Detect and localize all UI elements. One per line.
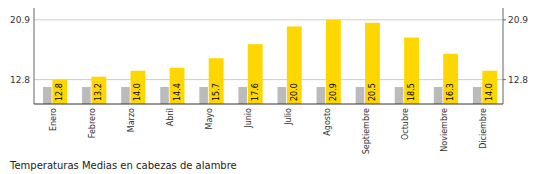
bar <box>82 87 91 104</box>
bar <box>287 26 302 104</box>
y2-tick-label: 20.9 <box>508 15 528 25</box>
y2-tick <box>503 79 506 80</box>
x-tick-label: Julio <box>284 108 293 126</box>
bar <box>277 87 286 104</box>
bar <box>482 71 497 104</box>
data-label: 13.2 <box>94 83 103 101</box>
bar <box>91 77 106 104</box>
x-tick-label: Mayo <box>205 108 214 130</box>
bar <box>395 87 404 104</box>
bar <box>473 87 482 104</box>
data-label: 14.0 <box>485 83 494 101</box>
data-label: 12.8 <box>55 83 64 101</box>
x-tick-label: Diciembre <box>479 108 488 149</box>
x-tick-label: Enero <box>49 108 58 131</box>
y2-axis-line <box>503 8 504 104</box>
x-tick-label: Junio <box>244 108 253 129</box>
bar <box>121 87 130 104</box>
bar <box>131 71 146 104</box>
bar <box>365 23 380 104</box>
y-axis-line <box>34 8 35 104</box>
bar <box>404 38 419 104</box>
bar <box>209 58 224 104</box>
chart: 12.8 13.2 14.0 14.4 15.7 17.6 20.0 20.9 20.5 18.5… <box>0 0 537 174</box>
bar <box>52 80 67 104</box>
x-tick-label: Agosto <box>323 108 332 136</box>
y2-tick <box>503 19 506 20</box>
y-tick-label: 12.8 <box>10 75 30 85</box>
x-tick-label: Febrero <box>88 108 97 138</box>
data-label: 15.7 <box>212 83 221 101</box>
bar <box>43 87 52 104</box>
bar <box>170 68 185 104</box>
y-tick-label: 20.9 <box>10 15 30 25</box>
bar <box>356 87 365 104</box>
title: Temperaturas Medias en cabezas de alambr… <box>9 160 237 171</box>
data-label: 20.5 <box>368 83 377 101</box>
x-tick-label: Octubre <box>401 108 410 140</box>
x-axis-line <box>34 104 503 105</box>
chart-container: 12.8 13.2 14.0 14.4 15.7 17.6 20.0 20.9 20.5 18.5… <box>0 0 537 174</box>
bar <box>238 87 247 104</box>
data-label: 17.6 <box>251 83 260 101</box>
grid-line <box>34 19 503 20</box>
bars <box>43 20 497 104</box>
bar <box>199 87 208 104</box>
y2-tick-label: 12.8 <box>508 75 528 85</box>
x-tick-label: Septiembre <box>362 108 371 154</box>
x-tick-label: Marzo <box>127 108 136 132</box>
bar <box>443 54 458 104</box>
data-label: 20.9 <box>329 83 338 101</box>
x-tick-label: Abril <box>166 108 175 126</box>
bar <box>248 44 263 104</box>
data-label: 18.5 <box>407 83 416 101</box>
bar <box>160 87 169 104</box>
data-label: 14.4 <box>173 83 182 101</box>
data-label: 16.3 <box>446 83 455 101</box>
bar <box>434 87 443 104</box>
data-label: 20.0 <box>290 83 299 101</box>
data-label: 14.0 <box>133 83 142 101</box>
bar <box>317 87 326 104</box>
x-tick-label: Noviembre <box>440 108 449 152</box>
bar <box>326 20 341 104</box>
